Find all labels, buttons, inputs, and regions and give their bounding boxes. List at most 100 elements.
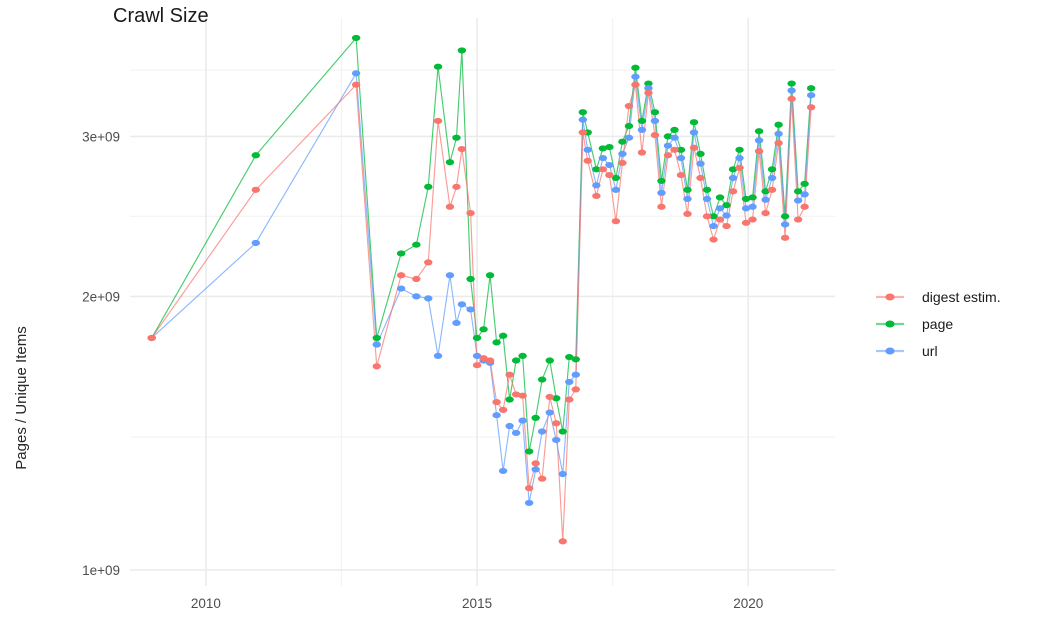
- data-point: [511, 391, 521, 398]
- data-point: [800, 191, 809, 198]
- data-point: [424, 183, 433, 190]
- data-point: [424, 259, 433, 266]
- data-point: [787, 87, 796, 94]
- legend-item-page[interactable]: page: [876, 316, 953, 332]
- data-point: [505, 396, 514, 403]
- x-tick-label: 2020: [733, 596, 763, 611]
- data-point: [676, 146, 686, 153]
- series-points-digestestim: [147, 81, 816, 545]
- legend-item-digest[interactable]: digest estim.: [876, 289, 1001, 305]
- data-point: [511, 429, 521, 437]
- data-point: [583, 146, 592, 153]
- data-point: [702, 213, 712, 220]
- data-point: [445, 159, 455, 166]
- data-point: [793, 197, 803, 204]
- data-point: [702, 195, 712, 203]
- data-point: [452, 319, 461, 327]
- data-point: [754, 137, 764, 144]
- data-point: [518, 352, 527, 360]
- series-points-page: [147, 34, 816, 455]
- legend-item-label: page: [922, 316, 953, 332]
- data-point: [537, 376, 547, 383]
- data-point: [683, 186, 692, 193]
- data-point: [650, 109, 660, 116]
- data-point: [767, 166, 777, 173]
- data-point: [492, 398, 501, 406]
- data-point: [624, 134, 634, 141]
- data-point: [545, 409, 554, 416]
- data-point: [741, 195, 751, 203]
- data-point: [457, 47, 467, 54]
- data-point: [372, 341, 381, 348]
- data-point: [683, 210, 692, 218]
- data-point: [545, 357, 554, 364]
- data-point: [761, 196, 770, 203]
- data-point: [702, 186, 712, 193]
- data-point: [611, 174, 621, 182]
- data-point: [457, 301, 467, 308]
- data-point: [552, 395, 561, 402]
- data-point: [396, 250, 406, 257]
- data-point: [351, 70, 361, 77]
- data-point: [657, 189, 666, 196]
- data-point: [683, 195, 692, 203]
- x-tick-label: 2010: [191, 596, 221, 611]
- data-point: [793, 216, 803, 223]
- legend: digest estim. page url: [876, 289, 1001, 359]
- legend-key-point-icon: [885, 320, 895, 328]
- data-point: [774, 139, 783, 147]
- data-point: [598, 145, 608, 152]
- data-point: [466, 210, 475, 217]
- data-point: [696, 174, 705, 182]
- data-point: [611, 218, 621, 225]
- data-point: [545, 393, 554, 401]
- data-point: [787, 80, 796, 87]
- legend-item-url[interactable]: url: [876, 343, 938, 359]
- data-point: [715, 216, 725, 223]
- data-point: [735, 164, 744, 171]
- data-point: [657, 203, 666, 210]
- data-point: [754, 148, 764, 155]
- data-point: [592, 182, 601, 189]
- data-point: [433, 63, 443, 70]
- data-point: [457, 146, 467, 153]
- data-point: [598, 154, 608, 162]
- data-point: [767, 186, 777, 193]
- data-point: [524, 499, 534, 507]
- data-point: [479, 355, 488, 362]
- data-point: [780, 234, 790, 241]
- data-point: [800, 203, 809, 210]
- legend-item-label: digest estim.: [922, 289, 1001, 305]
- data-point: [445, 203, 455, 210]
- series-line-url: [151, 72, 812, 504]
- data-point: [748, 203, 757, 210]
- data-point: [806, 92, 816, 99]
- data-point: [780, 221, 790, 228]
- data-point: [552, 420, 561, 427]
- data-point: [689, 119, 699, 126]
- data-point: [518, 417, 527, 424]
- data-point: [741, 205, 751, 212]
- data-point: [715, 194, 725, 201]
- data-point: [518, 392, 527, 399]
- data-point: [479, 326, 488, 333]
- data-point: [605, 161, 614, 169]
- data-point: [618, 150, 627, 157]
- data-point: [670, 146, 679, 153]
- data-point: [396, 285, 406, 292]
- data-point: [676, 171, 686, 179]
- data-point: [571, 371, 580, 378]
- data-point: [793, 188, 803, 195]
- data-point: [466, 306, 475, 313]
- data-point: [396, 272, 406, 279]
- series-line-digestestim: [151, 84, 812, 542]
- data-point: [598, 166, 608, 173]
- legend-key-point-icon: [885, 347, 895, 355]
- data-point: [251, 239, 261, 247]
- data-point: [433, 352, 443, 360]
- data-point: [583, 157, 592, 164]
- data-point: [565, 378, 574, 386]
- data-point: [558, 538, 567, 545]
